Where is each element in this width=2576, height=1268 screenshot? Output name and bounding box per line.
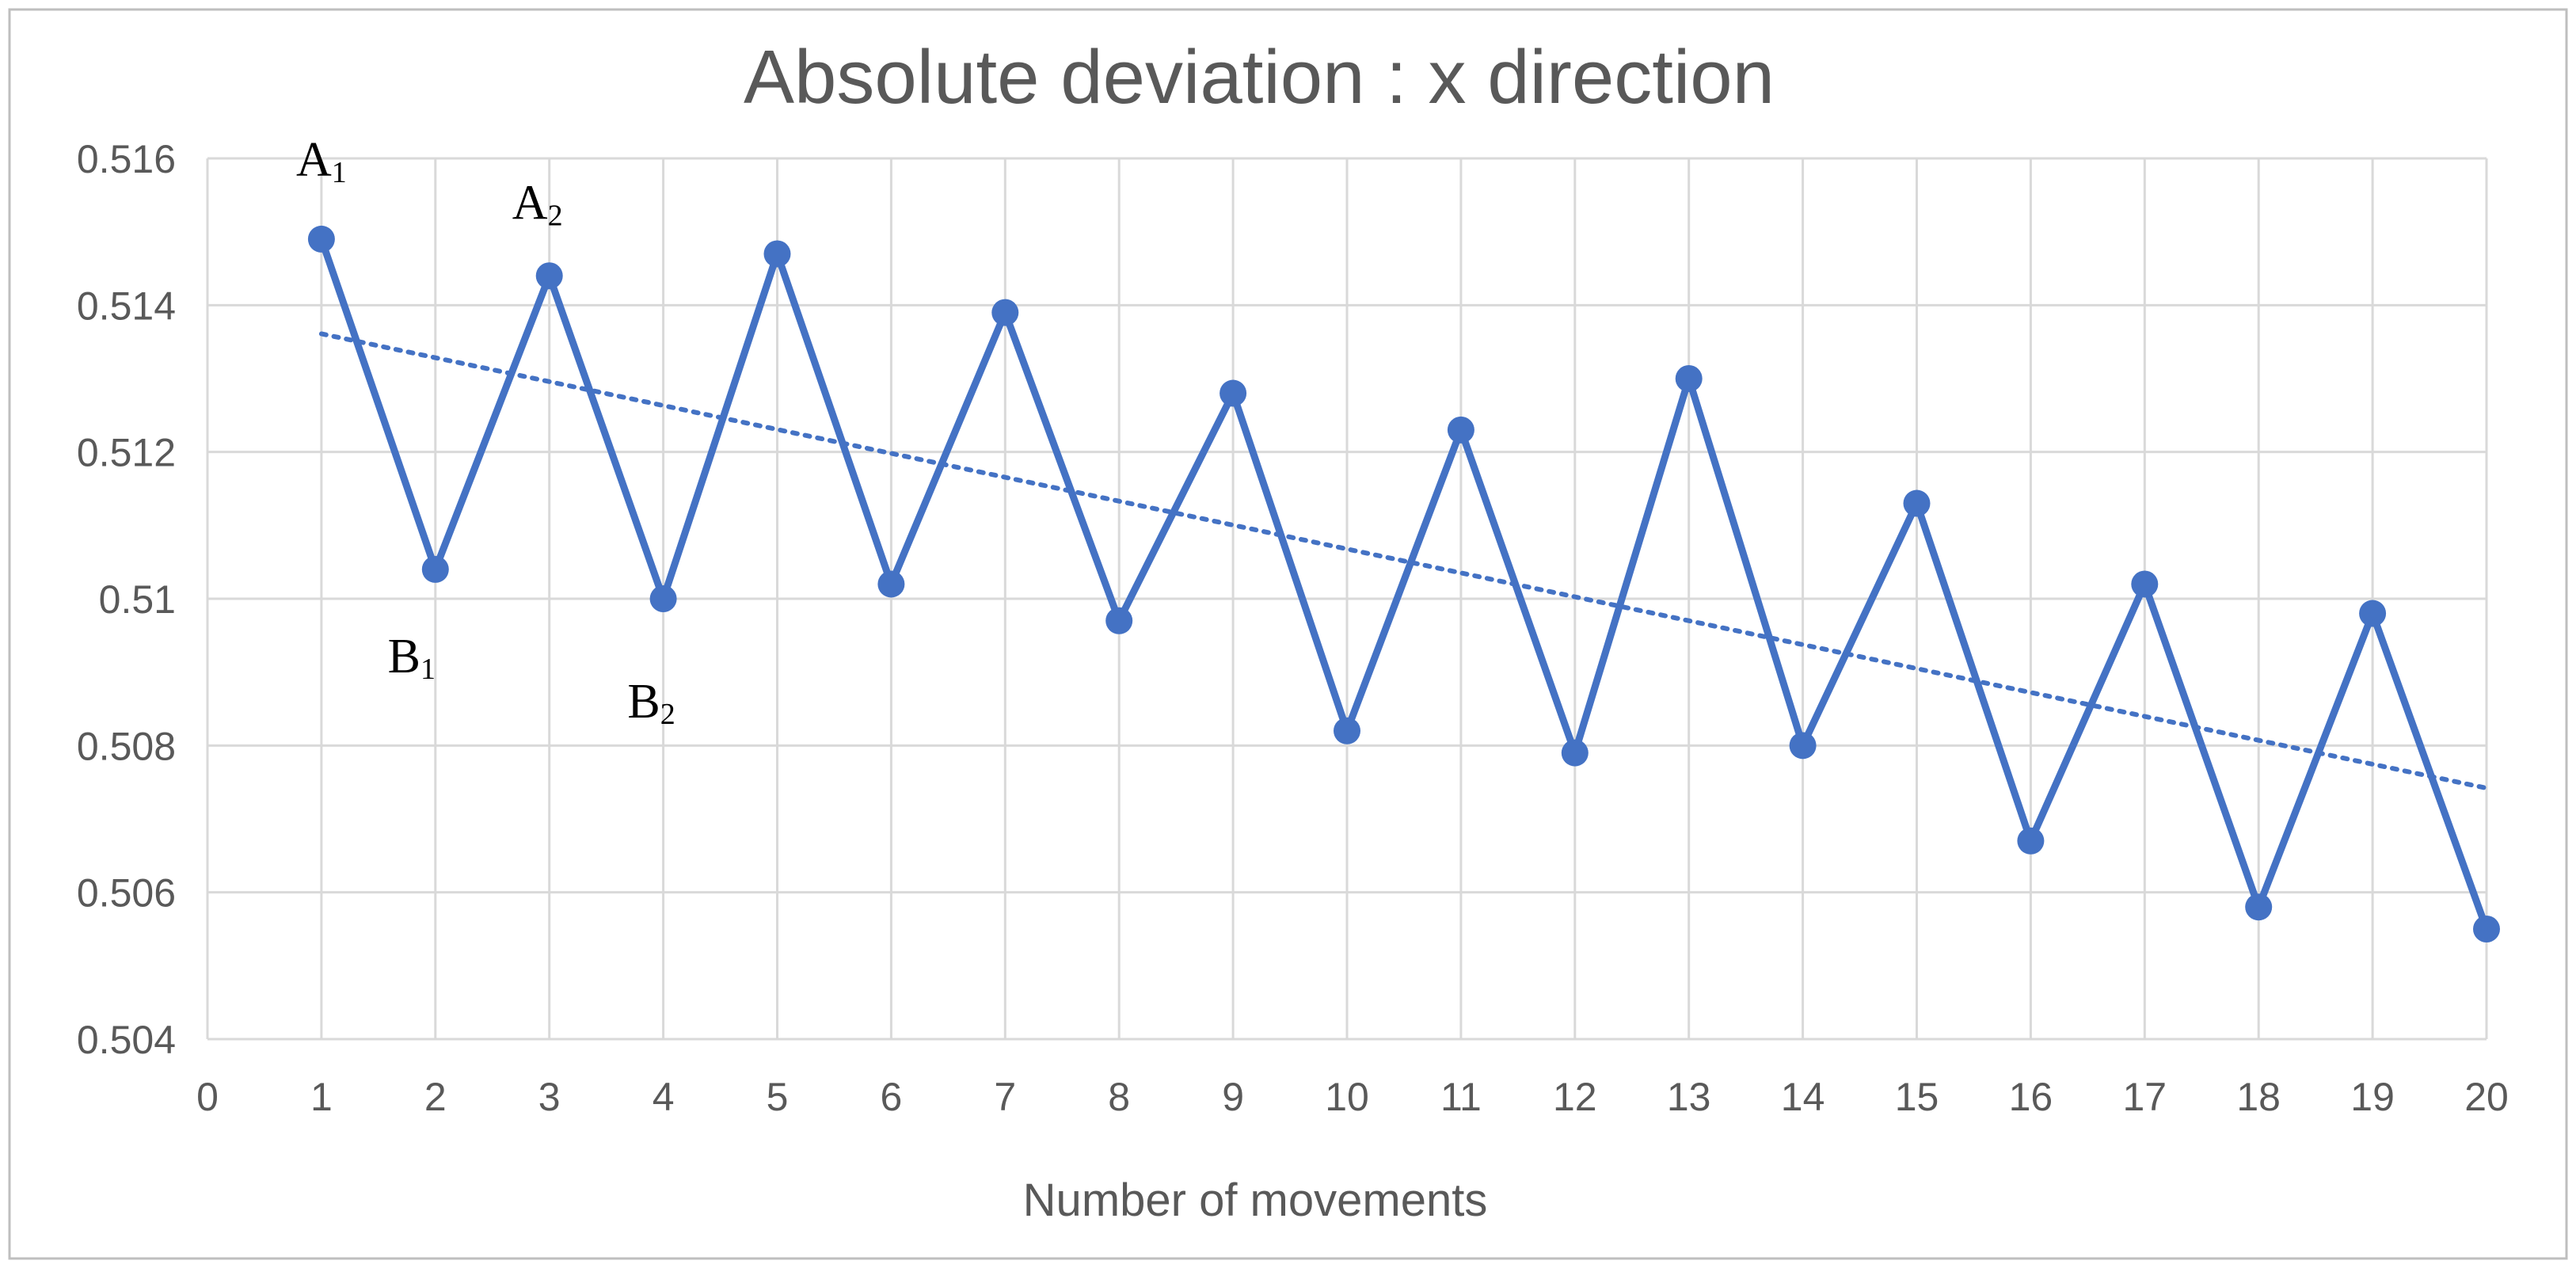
data-point: [2017, 827, 2045, 855]
x-tick-label: 12: [1553, 1075, 1597, 1119]
data-point: [877, 570, 905, 598]
point-annotation: A1: [296, 133, 347, 189]
x-tick-label: 3: [538, 1075, 561, 1119]
data-point: [763, 240, 791, 268]
data-point: [307, 225, 335, 253]
x-axis-title: Number of movements: [1023, 1175, 1488, 1226]
annotation-subscript: 1: [332, 156, 347, 189]
x-tick-label: 0: [196, 1075, 219, 1119]
x-tick-label: 14: [1781, 1075, 1825, 1119]
x-tick-label: 6: [880, 1075, 902, 1119]
y-tick-label: 0.514: [77, 284, 176, 328]
y-tick-label: 0.506: [77, 871, 176, 916]
x-tick-label: 10: [1325, 1075, 1369, 1119]
data-point: [2359, 600, 2387, 627]
y-tick-label: 0.504: [77, 1018, 176, 1062]
x-tick-label: 2: [424, 1075, 447, 1119]
point-annotation: B1: [388, 630, 436, 686]
series-line-0: [318, 238, 2490, 931]
annotation-subscript: 2: [548, 199, 563, 232]
annotation-subscript: 2: [660, 698, 675, 731]
x-tick-label: 19: [2350, 1075, 2395, 1119]
data-point: [2473, 916, 2500, 942]
y-tick-label: 0.512: [77, 431, 176, 475]
x-tick-label: 13: [1667, 1075, 1711, 1119]
x-tick-label: 18: [2236, 1075, 2281, 1119]
data-point: [1903, 489, 1931, 517]
data-point: [991, 299, 1019, 326]
y-tick-label: 0.516: [77, 137, 176, 181]
annotation-letter: A: [296, 133, 332, 187]
series-group: [307, 225, 2500, 942]
x-tick-label: 16: [2009, 1075, 2053, 1119]
chart-frame: [8, 8, 2568, 1260]
data-point: [2245, 893, 2273, 921]
trendline-group: [318, 331, 2489, 791]
data-point: [2131, 570, 2159, 598]
annotation-letter: B: [627, 675, 660, 729]
data-point: [1220, 379, 1247, 407]
data-point: [1334, 717, 1360, 744]
point-annotation: A2: [512, 176, 563, 232]
data-point: [1561, 739, 1589, 767]
data-point: [1675, 365, 1703, 392]
x-tick-label: 7: [994, 1075, 1016, 1119]
annotation-subscript: 1: [420, 653, 436, 686]
chart-title: Absolute deviation : x direction: [744, 35, 1775, 120]
gridlines: [206, 157, 2488, 1041]
point-annotation: B2: [627, 675, 675, 731]
data-point: [1789, 732, 1817, 760]
data-point: [421, 555, 449, 583]
y-tick-label: 0.51: [99, 577, 176, 622]
data-point: [1105, 607, 1133, 634]
data-point: [1447, 416, 1474, 444]
y-axis-tick-labels: 0.504 0.506 0.508 0.51 0.512 0.514 0.516: [77, 137, 176, 1062]
x-tick-label: 5: [767, 1075, 789, 1119]
annotation-letter: B: [388, 630, 420, 684]
x-tick-label: 8: [1108, 1075, 1130, 1119]
trendline: [318, 331, 2489, 791]
y-tick-label: 0.508: [77, 724, 176, 768]
annotation-letter: A: [512, 176, 548, 230]
x-tick-label: 4: [653, 1075, 675, 1119]
x-tick-label: 17: [2122, 1075, 2167, 1119]
x-tick-label: 11: [1440, 1075, 1482, 1119]
x-axis-tick-labels: 0 1 2 3 4 5 6 7 8 9 10 11 12 13 14 15 16 17 18 19 20: [196, 1075, 2509, 1119]
x-tick-label: 20: [2464, 1075, 2509, 1119]
x-tick-label: 9: [1222, 1075, 1244, 1119]
x-tick-label: 15: [1895, 1075, 1939, 1119]
x-tick-label: 1: [310, 1075, 333, 1119]
data-point: [535, 262, 563, 290]
data-point: [649, 585, 677, 612]
